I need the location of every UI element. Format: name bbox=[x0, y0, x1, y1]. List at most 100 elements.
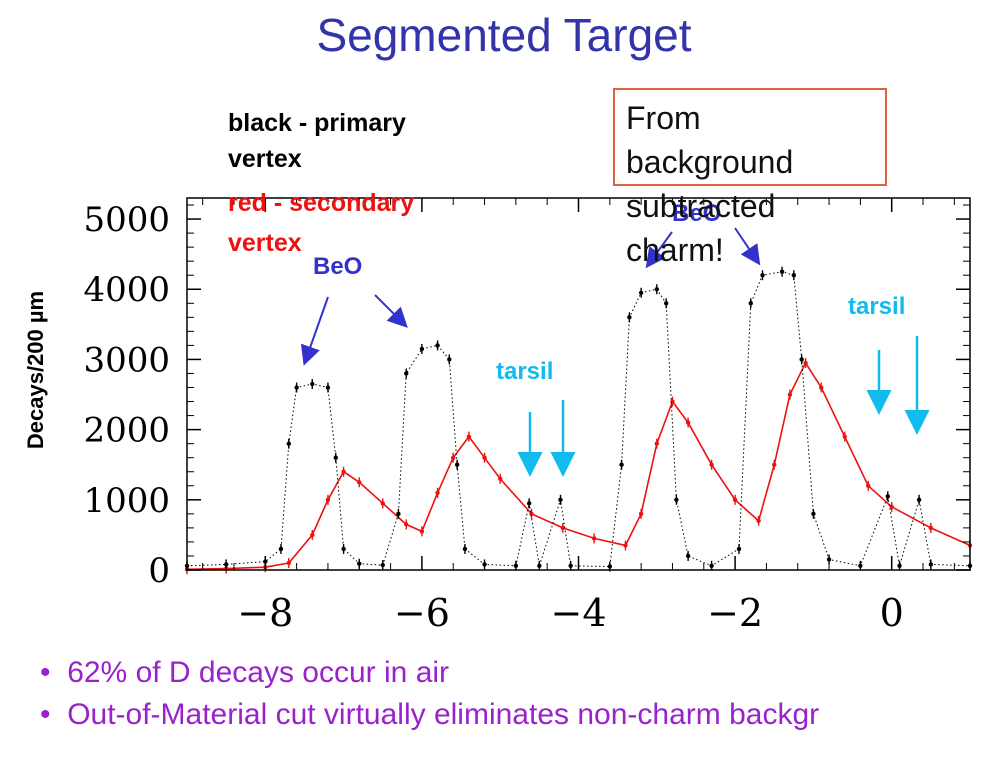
data-point bbox=[748, 301, 753, 306]
bullet-text: Out-of-Material cut virtually eliminates… bbox=[67, 698, 820, 731]
data-point bbox=[638, 290, 644, 295]
data-point bbox=[787, 392, 793, 397]
data-point bbox=[866, 483, 871, 488]
data-point bbox=[654, 287, 659, 292]
data-point bbox=[928, 525, 934, 531]
data-point bbox=[819, 385, 824, 390]
beo-arrow-right-1 bbox=[645, 231, 673, 269]
legend-red-line1: red - secondary bbox=[228, 189, 415, 217]
data-point bbox=[591, 536, 597, 541]
data-point bbox=[842, 434, 847, 439]
data-point bbox=[419, 346, 425, 352]
data-point bbox=[529, 511, 534, 517]
bullet-text: 62% of D decays occur in air bbox=[67, 656, 450, 689]
data-point bbox=[674, 497, 679, 503]
data-point bbox=[619, 462, 624, 467]
data-point bbox=[654, 441, 659, 446]
data-point bbox=[826, 557, 832, 562]
bullet-item: • Out-of-Material cut virtually eliminat… bbox=[40, 698, 820, 731]
tarsil-label-right: tarsil bbox=[848, 293, 905, 320]
data-point bbox=[341, 546, 346, 552]
data-point bbox=[558, 497, 563, 503]
callout-text: From background subtracted charm! bbox=[626, 96, 956, 272]
data-point bbox=[310, 532, 315, 538]
beo-label-left: BeO bbox=[313, 253, 362, 280]
data-point bbox=[811, 511, 816, 517]
y-tick-label: 0 bbox=[148, 551, 170, 591]
data-point bbox=[623, 543, 628, 548]
y-axis-label: Decays/200 µm bbox=[23, 291, 48, 449]
data-point bbox=[685, 420, 691, 425]
data-point bbox=[357, 480, 362, 485]
data-point bbox=[498, 476, 503, 481]
data-point bbox=[889, 504, 894, 510]
tarsil-label-left: tarsil bbox=[496, 358, 553, 385]
data-point bbox=[760, 273, 765, 278]
data-point bbox=[537, 563, 542, 568]
data-point bbox=[627, 315, 632, 320]
data-point bbox=[772, 462, 777, 467]
beo-label-right: BeO bbox=[672, 200, 721, 227]
data-point bbox=[286, 560, 291, 566]
data-point bbox=[380, 562, 385, 568]
data-point bbox=[286, 441, 291, 446]
legend-black-line2: vertex bbox=[228, 145, 302, 173]
data-point bbox=[916, 497, 922, 503]
data-point bbox=[325, 385, 331, 390]
data-point bbox=[756, 518, 761, 524]
data-point bbox=[404, 522, 409, 527]
data-point bbox=[435, 343, 440, 348]
bullet-item: • 62% of D decays occur in air bbox=[40, 656, 450, 689]
y-tick-label: 5000 bbox=[83, 200, 170, 240]
data-point bbox=[466, 434, 472, 439]
chart: 0 1000 2000 3000 4000 5000 −8 −6 −4 −2 0 Decays/2… bbox=[23, 197, 973, 635]
beo-arrow-left-1 bbox=[300, 296, 329, 366]
secondary-vertex-series bbox=[184, 357, 973, 575]
data-point bbox=[310, 381, 315, 387]
x-tick-label: −6 bbox=[394, 591, 450, 635]
callout-box bbox=[613, 88, 887, 186]
data-point bbox=[709, 462, 714, 467]
data-point bbox=[482, 455, 487, 460]
axis-ticks bbox=[187, 198, 970, 571]
data-point bbox=[732, 497, 738, 503]
data-point bbox=[333, 455, 338, 460]
data-point bbox=[526, 501, 532, 506]
primary-vertex-series bbox=[184, 266, 973, 572]
data-point bbox=[454, 462, 460, 467]
data-point bbox=[294, 385, 299, 390]
y-tick-label: 4000 bbox=[83, 270, 170, 310]
y-tick-label: 1000 bbox=[83, 481, 170, 521]
data-point bbox=[638, 511, 644, 517]
data-point bbox=[803, 360, 808, 366]
data-point bbox=[380, 501, 385, 506]
data-point bbox=[341, 469, 346, 474]
callout-line: background bbox=[626, 144, 794, 180]
legend-black-line1: black - primary bbox=[228, 109, 406, 137]
data-point bbox=[325, 497, 331, 503]
page-title: Segmented Target bbox=[316, 9, 692, 61]
data-point bbox=[451, 455, 456, 460]
x-tick-label: −8 bbox=[237, 591, 293, 635]
data-point bbox=[435, 490, 440, 495]
beo-arrow-left-2 bbox=[374, 294, 408, 328]
data-point bbox=[462, 546, 468, 552]
x-tick-label: 0 bbox=[880, 591, 904, 635]
data-point bbox=[396, 511, 401, 517]
data-point bbox=[897, 563, 902, 568]
callout-line: charm! bbox=[626, 232, 724, 268]
callout-line: From bbox=[626, 100, 701, 136]
data-point bbox=[568, 563, 573, 568]
secondary-vertex-line bbox=[186, 361, 971, 571]
bullet-list: • 62% of D decays occur in air • Out-of-… bbox=[40, 656, 819, 740]
data-point bbox=[404, 371, 409, 376]
x-tick-label: −2 bbox=[707, 591, 763, 635]
data-point bbox=[419, 529, 425, 534]
data-point bbox=[791, 273, 797, 278]
data-point bbox=[709, 563, 714, 568]
data-point bbox=[736, 546, 742, 552]
data-point bbox=[685, 553, 691, 559]
x-tick-labels: −8 −6 −4 −2 0 bbox=[237, 591, 904, 635]
data-point bbox=[885, 494, 890, 499]
y-tick-labels: 0 1000 2000 3000 4000 5000 bbox=[83, 200, 170, 591]
